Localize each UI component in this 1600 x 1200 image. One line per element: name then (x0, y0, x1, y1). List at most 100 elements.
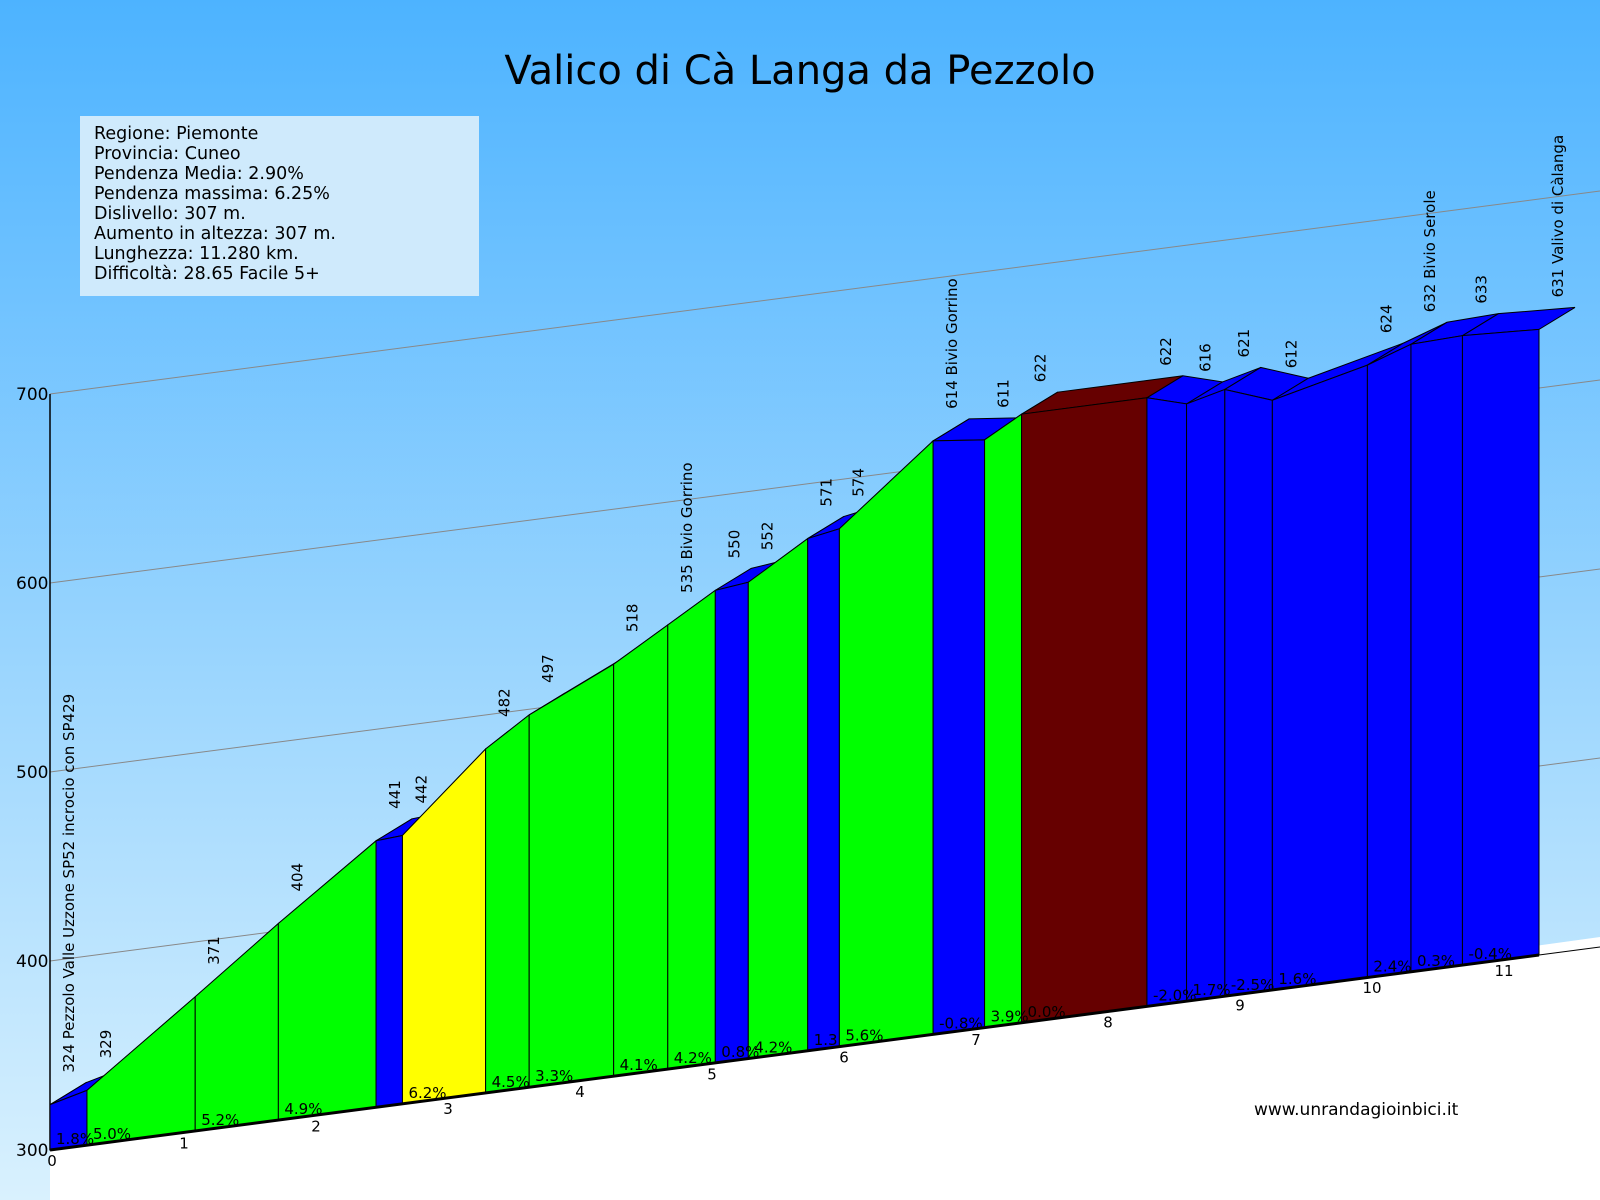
altitude-label: 404 (288, 863, 306, 892)
segment-grade-label: 3.3% (535, 1067, 573, 1085)
altitude-label: 518 (624, 604, 642, 633)
altitude-label: 574 (849, 468, 867, 497)
y-tick-label: 500 (16, 763, 48, 783)
segment-grade-label: -2.5% (1231, 976, 1275, 994)
segment-face-13 (838, 439, 934, 1048)
altitude-label: 633 (1472, 275, 1490, 304)
info-length: Lunghezza: 11.280 km. (94, 244, 299, 264)
segment-grade-label: 4.9% (284, 1100, 322, 1118)
segment-grade-label: 2.4% (1373, 957, 1411, 975)
altitude-label: 535 Bivio Gorrino (678, 462, 696, 593)
segment-grade-label: -0.8% (939, 1014, 983, 1032)
altitude-label: 622 (1157, 337, 1175, 366)
segment-grade-label: 5.0% (93, 1125, 131, 1143)
segment-face-9 (667, 589, 716, 1070)
x-tick-label: 11 (1494, 962, 1513, 980)
x-tick-label: 5 (707, 1066, 717, 1084)
info-difficulty: Difficoltà: 28.65 Facile 5+ (94, 264, 320, 284)
x-tick-label: 3 (443, 1100, 453, 1118)
segment-grade-label: 0.0% (1028, 1003, 1066, 1021)
info-province: Provincia: Cuneo (94, 144, 241, 164)
segment-face-12 (807, 528, 840, 1052)
y-tick-label: 700 (16, 385, 48, 405)
segment-grade-label: 1.6% (1278, 970, 1316, 988)
segment-face-8 (613, 623, 669, 1077)
info-elevation-difference: Dislivello: 307 m. (94, 204, 246, 224)
altitude-label: 571 (818, 478, 836, 507)
y-tick-label: 400 (16, 952, 48, 972)
segment-grade-label: 1.3 (814, 1031, 838, 1049)
segment-grade-label: 3.9% (991, 1008, 1029, 1026)
info-elevation-gain: Aumento in altezza: 307 m. (94, 224, 336, 244)
x-tick-label: 9 (1235, 996, 1245, 1014)
segment-face-19 (1224, 388, 1273, 997)
segment-face-4 (375, 834, 403, 1108)
segment-grade-label: 1.8% (56, 1130, 94, 1148)
x-tick-label: 10 (1362, 979, 1381, 997)
segment-face-22 (1410, 335, 1463, 973)
altitude-label: 614 Bivio Gorrino (943, 278, 961, 409)
altitude-label: 497 (539, 654, 557, 683)
altitude-label: 550 (725, 530, 743, 559)
x-tick-label: 2 (311, 1117, 321, 1135)
x-tick-label: 4 (575, 1083, 585, 1101)
segment-grade-label: 4.2% (754, 1039, 792, 1057)
y-tick-label: 300 (16, 1141, 48, 1161)
x-tick-label: 0 (47, 1152, 57, 1170)
altitude-label: 621 (1235, 329, 1253, 358)
altitude-label: 329 (97, 1030, 115, 1059)
info-region: Regione: Piemonte (94, 124, 259, 144)
altitude-label: 482 (496, 688, 514, 717)
x-axis-line (49, 953, 1540, 1152)
segment-face-6 (485, 713, 530, 1094)
y-axis: 300 400 500 600 700 (16, 385, 51, 1161)
segment-face-10 (714, 581, 749, 1064)
x-tick-label: 8 (1103, 1014, 1113, 1032)
altitude-label: 622 (1032, 354, 1050, 383)
segment-face-21 (1366, 343, 1412, 979)
segment-face-20 (1271, 364, 1368, 991)
climb-info-box: Regione: Piemonte Provincia: Cuneo Pende… (80, 116, 479, 296)
segment-grade-label: 4.1% (620, 1056, 658, 1074)
profile-faces (49, 306, 1576, 1151)
x-tick-label: 7 (971, 1031, 981, 1049)
ground-plane (50, 937, 1600, 1200)
segment-face-23 (1461, 328, 1540, 966)
x-axis-baseline (49, 946, 1600, 1152)
altitude-label: 324 Pezzolo Valle Uzzone SP52 incrocio c… (60, 694, 78, 1073)
altitude-label: 371 (205, 936, 223, 965)
segment-face-11 (747, 537, 809, 1060)
segment-grade-label: 5.2% (201, 1111, 239, 1129)
grade-labels: 1.8%5.0%5.2%4.9%6.2%4.5% 3.3%4.1% 4.2% 0.8%… (56, 945, 1512, 1148)
website-credit: www.unrandagioinbici.it (1254, 1100, 1459, 1120)
segment-face-15 (984, 413, 1023, 1029)
info-max-grade: Pendenza massima: 6.25% (94, 184, 330, 204)
altitude-label: 631 Valivo di Càlanga (1549, 135, 1567, 298)
segment-grade-label: 0.3% (1417, 952, 1455, 970)
grid-line (49, 190, 1600, 395)
x-tick-label: 1 (179, 1135, 189, 1153)
segment-grade-label: -2.0% (1153, 986, 1197, 1004)
segment-grade-label: 4.2% (674, 1049, 712, 1067)
x-axis-extension (1538, 946, 1600, 956)
altitude-label: 441 (386, 780, 404, 809)
segment-grade-label: 0.8% (721, 1043, 759, 1061)
segment-face-17 (1146, 397, 1188, 1007)
segment-grade-label: 1.7% (1193, 981, 1231, 999)
segment-face-14 (932, 439, 986, 1035)
altitude-label: 552 (758, 522, 776, 551)
chart-title: Valico di Cà Langa da Pezzolo (504, 48, 1096, 94)
altitude-label: 616 (1197, 343, 1215, 372)
altitude-label: 632 Bivio Serole (1421, 190, 1439, 312)
segment-grade-label: -0.4% (1468, 945, 1512, 963)
segment-grade-label: 5.6% (845, 1027, 883, 1045)
segment-grade-label: 6.2% (408, 1084, 446, 1102)
y-tick-label: 600 (16, 574, 48, 594)
altitude-labels: 324 Pezzolo Valle Uzzone SP52 incrocio c… (60, 135, 1567, 1073)
segment-face-18 (1186, 388, 1226, 1002)
altitude-label: 442 (412, 775, 430, 804)
segment-face-7 (528, 663, 615, 1088)
segment-face-16 (1021, 397, 1148, 1024)
